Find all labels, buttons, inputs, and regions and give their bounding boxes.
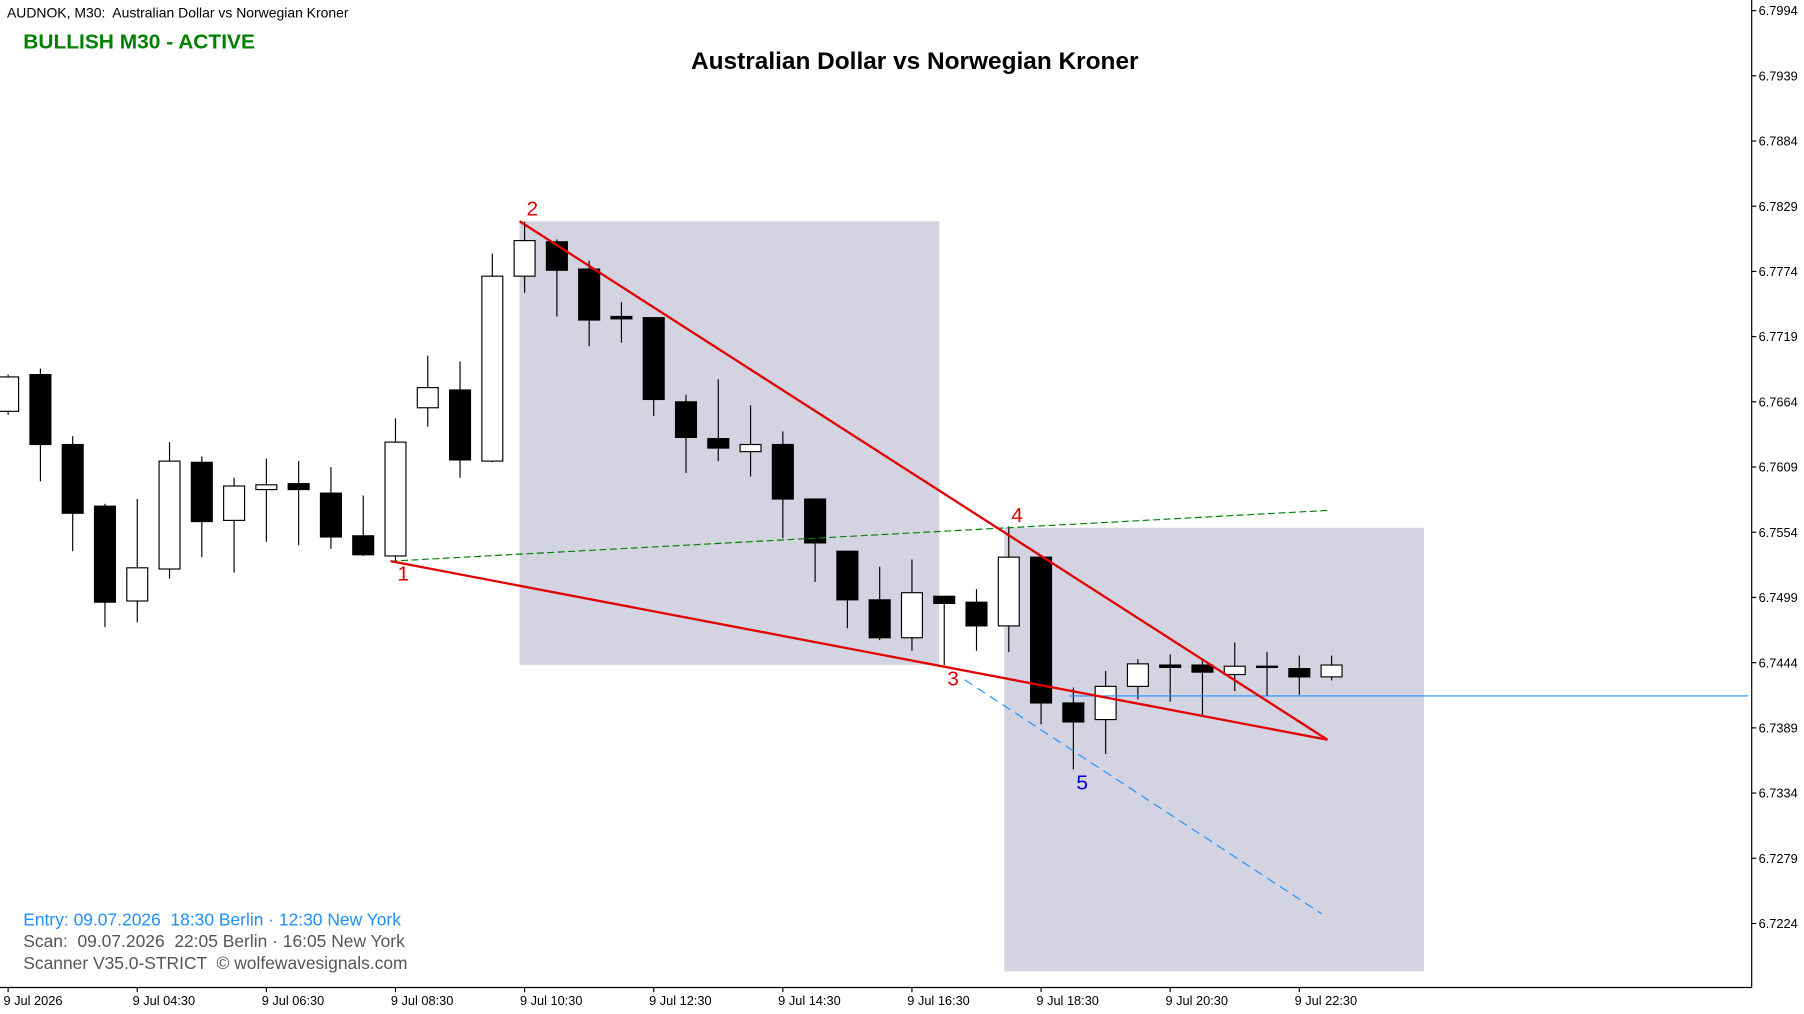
- candle-body: [997, 556, 1020, 627]
- y-tick-label: 6.7609: [1759, 460, 1798, 475]
- candle-body: [416, 387, 439, 409]
- projection-line: [964, 679, 1322, 915]
- x-tick-label: 9 Jul 08:30: [391, 993, 454, 1008]
- candle-body: [384, 441, 407, 557]
- candle-body: [965, 601, 988, 627]
- wave-label: 5: [1076, 771, 1088, 794]
- x-tick-label: 9 Jul 14:30: [778, 993, 841, 1008]
- x-tick-label: 9 Jul 12:30: [649, 993, 712, 1008]
- wave-label: 3: [947, 668, 959, 691]
- candle-body: [707, 438, 730, 449]
- candle-body: [29, 373, 52, 446]
- y-tick-label: 6.7334: [1759, 786, 1798, 801]
- candle-body: [126, 567, 149, 602]
- wave-label: 4: [1011, 504, 1023, 527]
- wave-label: 1: [398, 563, 410, 586]
- y-tick-label: 6.7444: [1759, 655, 1798, 670]
- candle-body: [1126, 663, 1149, 687]
- candle-body: [449, 389, 472, 461]
- candle-body: [158, 460, 181, 570]
- x-tick-label: 9 Jul 18:30: [1036, 993, 1099, 1008]
- signal-status: BULLISH M30 - ACTIVE: [23, 30, 255, 53]
- candle-body: [1062, 702, 1085, 723]
- wave-line: [390, 560, 1328, 741]
- x-tick-label: 9 Jul 10:30: [520, 993, 583, 1008]
- candle-body: [1255, 665, 1279, 668]
- candle-body: [900, 592, 923, 639]
- candle-body: [868, 599, 891, 639]
- candle-body: [223, 485, 246, 521]
- candle-body: [93, 505, 117, 603]
- y-tick-label: 6.7664: [1759, 394, 1798, 409]
- candle-body: [1320, 664, 1343, 678]
- candle-body: [287, 483, 310, 491]
- y-tick-label: 6.7829: [1759, 199, 1798, 214]
- chart-title: Australian Dollar vs Norwegian Kroner: [691, 48, 1139, 75]
- candle-body: [255, 484, 278, 491]
- candle-body: [61, 443, 84, 514]
- x-tick-label: 9 Jul 06:30: [262, 993, 325, 1008]
- y-tick-label: 6.7994: [1759, 3, 1798, 18]
- scan-info: Scan: 09.07.2026 22:05 Berlin · 16:05 Ne…: [23, 931, 405, 951]
- wave-line: [518, 220, 1329, 741]
- y-tick-label: 6.7279: [1759, 851, 1798, 866]
- candle-body: [1191, 664, 1214, 673]
- scanner-info: Scanner V35.0-STRICT © wolfewavesignals.…: [23, 953, 407, 973]
- x-tick-label: 9 Jul 20:30: [1166, 993, 1229, 1008]
- entry-info: Entry: 09.07.2026 18:30 Berlin · 12:30 N…: [23, 909, 401, 929]
- wave-label: 2: [527, 198, 539, 221]
- candle-body: [352, 535, 375, 556]
- candle-body: [481, 275, 504, 462]
- y-tick-label: 6.7884: [1759, 134, 1798, 149]
- candle-body: [1288, 668, 1311, 678]
- y-tick-label: 6.7499: [1759, 590, 1798, 605]
- candle-body: [1094, 685, 1117, 721]
- candle-body: [771, 443, 794, 500]
- candle-body: [739, 443, 762, 453]
- y-tick-label: 6.7389: [1759, 721, 1798, 736]
- x-tick-label: 9 Jul 22:30: [1295, 993, 1358, 1008]
- candle-body: [674, 401, 698, 438]
- candle-body: [836, 550, 859, 601]
- candle-body: [804, 498, 827, 544]
- candle-body: [190, 461, 213, 523]
- candle-body: [319, 492, 342, 538]
- y-tick-label: 6.7774: [1759, 264, 1798, 279]
- y-tick-label: 6.7719: [1759, 329, 1798, 344]
- candle-body: [1159, 664, 1182, 668]
- candle-body: [933, 595, 956, 604]
- candle-body: [610, 315, 633, 320]
- candle-body: [578, 268, 601, 321]
- candle-body: [0, 376, 20, 412]
- candle-body: [513, 240, 536, 277]
- x-tick-label: 9 Jul 2026: [3, 993, 62, 1008]
- y-tick-label: 6.7224: [1759, 916, 1798, 931]
- candle-body: [1030, 556, 1053, 704]
- candle-body: [642, 317, 665, 401]
- chart-header: AUDNOK, M30: Australian Dollar vs Norweg…: [7, 4, 349, 20]
- y-tick-label: 6.7939: [1759, 68, 1798, 83]
- x-tick-label: 9 Jul 16:30: [907, 993, 970, 1008]
- candle-body: [1223, 665, 1246, 676]
- x-tick-label: 9 Jul 04:30: [133, 993, 196, 1008]
- y-tick-label: 6.7554: [1759, 525, 1798, 540]
- candles: [0, 221, 1343, 770]
- target-zone: [1004, 527, 1424, 972]
